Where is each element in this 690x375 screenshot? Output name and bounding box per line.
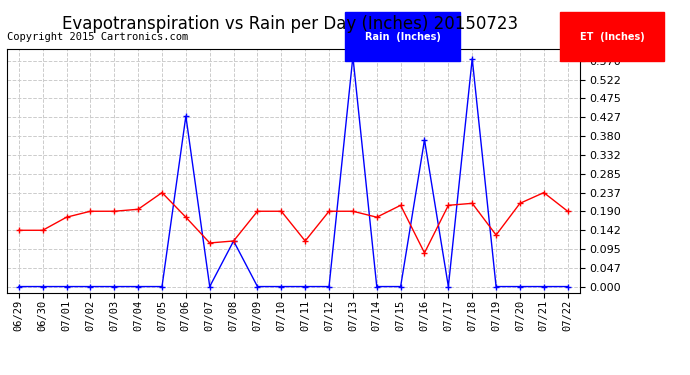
Text: Rain  (Inches): Rain (Inches) — [365, 32, 441, 42]
Text: Evapotranspiration vs Rain per Day (Inches) 20150723: Evapotranspiration vs Rain per Day (Inch… — [61, 15, 518, 33]
Text: Copyright 2015 Cartronics.com: Copyright 2015 Cartronics.com — [7, 32, 188, 42]
Text: ET  (Inches): ET (Inches) — [580, 32, 644, 42]
